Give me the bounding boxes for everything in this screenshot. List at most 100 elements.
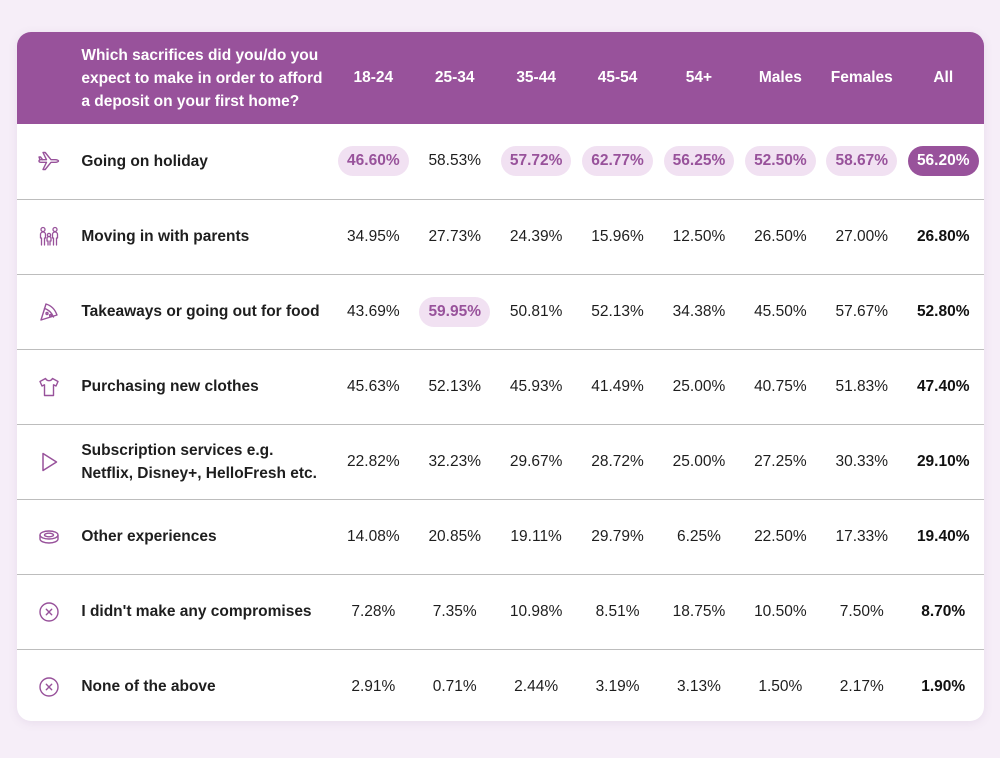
row-label: None of the above xyxy=(81,678,216,696)
x-circle-icon xyxy=(37,675,61,699)
table-row: None of the above 2.91% 0.71% 2.44% 3.19… xyxy=(17,649,984,721)
table-row: Subscription services e.g. Netflix, Disn… xyxy=(17,424,984,499)
value-cell: 2.17% xyxy=(839,677,884,695)
value-cell: 12.50% xyxy=(672,227,726,245)
value-cell: 25.00% xyxy=(672,377,726,395)
value-cell: 2.91% xyxy=(351,677,396,695)
value-cell: 3.13% xyxy=(676,677,721,695)
column-header-males: Males xyxy=(758,69,802,86)
value-cell: 40.75% xyxy=(754,377,807,395)
table-header-row: Which sacrifices did you/do you expect t… xyxy=(17,32,984,124)
value-cell-all: 8.70% xyxy=(921,602,966,620)
column-header-all: All xyxy=(933,69,954,86)
value-cell: 3.19% xyxy=(595,677,640,695)
value-cell: 10.98% xyxy=(509,602,563,620)
table-row: I didn't make any compromises 7.28% 7.35… xyxy=(17,574,984,649)
x-circle-icon xyxy=(37,600,61,624)
value-cell-all: 47.40% xyxy=(916,377,970,395)
header-icon-spacer xyxy=(17,32,81,124)
column-header-18-24: 18-24 xyxy=(353,69,394,86)
value-cell: 45.63% xyxy=(347,377,400,395)
value-cell: 22.82% xyxy=(347,452,400,470)
value-cell: 34.95% xyxy=(347,227,400,245)
pizza-slice-icon xyxy=(37,300,61,324)
row-label: Takeaways or going out for food xyxy=(81,303,320,320)
question-header: Which sacrifices did you/do you expect t… xyxy=(81,46,323,110)
value-cell: 10.50% xyxy=(754,602,807,620)
value-cell: 58.53% xyxy=(428,152,482,170)
value-cell: 57.67% xyxy=(835,302,889,320)
value-cell: 29.79% xyxy=(591,527,644,545)
row-label: Purchasing new clothes xyxy=(81,378,259,395)
play-icon xyxy=(37,450,61,474)
value-cell: 58.67% xyxy=(826,146,898,177)
value-cell: 7.35% xyxy=(432,602,477,620)
row-label: Subscription services e.g. Netflix, Disn… xyxy=(81,441,317,482)
value-cell: 27.00% xyxy=(835,227,889,245)
row-label: Going on holiday xyxy=(81,152,208,170)
value-cell: 14.08% xyxy=(347,527,400,545)
value-cell: 15.96% xyxy=(591,227,644,245)
value-cell-all: 1.90% xyxy=(921,677,966,695)
survey-table: Which sacrifices did you/do you expect t… xyxy=(17,32,984,721)
value-cell: 57.72% xyxy=(500,146,572,177)
value-cell: 52.13% xyxy=(428,377,482,395)
value-cell: 52.13% xyxy=(591,302,644,320)
value-cell: 17.33% xyxy=(835,527,889,545)
table-row: Takeaways or going out for food 43.69% 5… xyxy=(17,274,984,349)
value-cell: 7.28% xyxy=(351,602,396,620)
table-row: Moving in with parents 34.95% 27.73% 24.… xyxy=(17,199,984,274)
airplane-icon xyxy=(37,149,61,173)
value-cell: 30.33% xyxy=(835,452,889,470)
value-cell: 51.83% xyxy=(835,377,889,395)
column-header-females: Females xyxy=(830,69,893,86)
value-cell-all: 26.80% xyxy=(916,227,970,245)
value-cell: 8.51% xyxy=(595,602,640,620)
value-cell: 32.23% xyxy=(428,452,482,470)
value-cell: 19.11% xyxy=(510,527,562,545)
ticket-icon xyxy=(37,525,61,549)
row-label: I didn't make any compromises xyxy=(81,603,312,620)
value-cell: 24.39% xyxy=(509,227,563,245)
value-cell: 25.00% xyxy=(672,452,726,470)
value-cell: 6.25% xyxy=(676,527,721,545)
value-cell-all: 52.80% xyxy=(916,302,970,320)
value-cell: 29.67% xyxy=(509,452,563,470)
value-cell-all: 29.10% xyxy=(916,452,970,470)
value-cell: 28.72% xyxy=(591,452,644,470)
value-cell: 50.81% xyxy=(509,302,563,320)
column-header-54-plus: 54+ xyxy=(685,69,713,86)
value-cell: 27.73% xyxy=(428,227,482,245)
value-cell: 20.85% xyxy=(428,527,482,545)
value-cell: 1.50% xyxy=(758,677,803,695)
tshirt-icon xyxy=(37,375,61,399)
value-cell: 41.49% xyxy=(591,377,644,395)
column-header-25-34: 25-34 xyxy=(434,69,475,86)
value-cell: 59.95% xyxy=(419,296,491,327)
table-row: Going on holiday 46.60% 58.53% 57.72% 62… xyxy=(17,124,984,199)
value-cell: 34.38% xyxy=(672,302,726,320)
family-icon xyxy=(37,225,61,249)
value-cell: 18.75% xyxy=(672,602,726,620)
table-row: Purchasing new clothes 45.63% 52.13% 45.… xyxy=(17,349,984,424)
value-cell-all: 19.40% xyxy=(916,527,970,545)
value-cell-all: 56.20% xyxy=(907,146,979,177)
column-header-45-54: 45-54 xyxy=(597,69,638,86)
row-label: Moving in with parents xyxy=(81,228,250,245)
value-cell: 27.25% xyxy=(754,452,807,470)
value-cell: 26.50% xyxy=(754,227,807,245)
value-cell: 22.50% xyxy=(754,527,807,545)
column-header-35-44: 35-44 xyxy=(516,69,556,86)
value-cell: 46.60% xyxy=(338,146,409,177)
survey-table-card: Which sacrifices did you/do you expect t… xyxy=(17,32,984,721)
value-cell: 62.77% xyxy=(582,146,653,177)
value-cell: 43.69% xyxy=(347,302,400,320)
table-row: Other experiences 14.08% 20.85% 19.11% 2… xyxy=(17,499,984,574)
value-cell: 45.50% xyxy=(754,302,807,320)
value-cell: 0.71% xyxy=(432,677,477,695)
value-cell: 7.50% xyxy=(839,602,884,620)
value-cell: 56.25% xyxy=(663,146,735,177)
value-cell: 52.50% xyxy=(745,146,816,177)
value-cell: 45.93% xyxy=(509,377,563,395)
row-label: Other experiences xyxy=(81,528,217,545)
